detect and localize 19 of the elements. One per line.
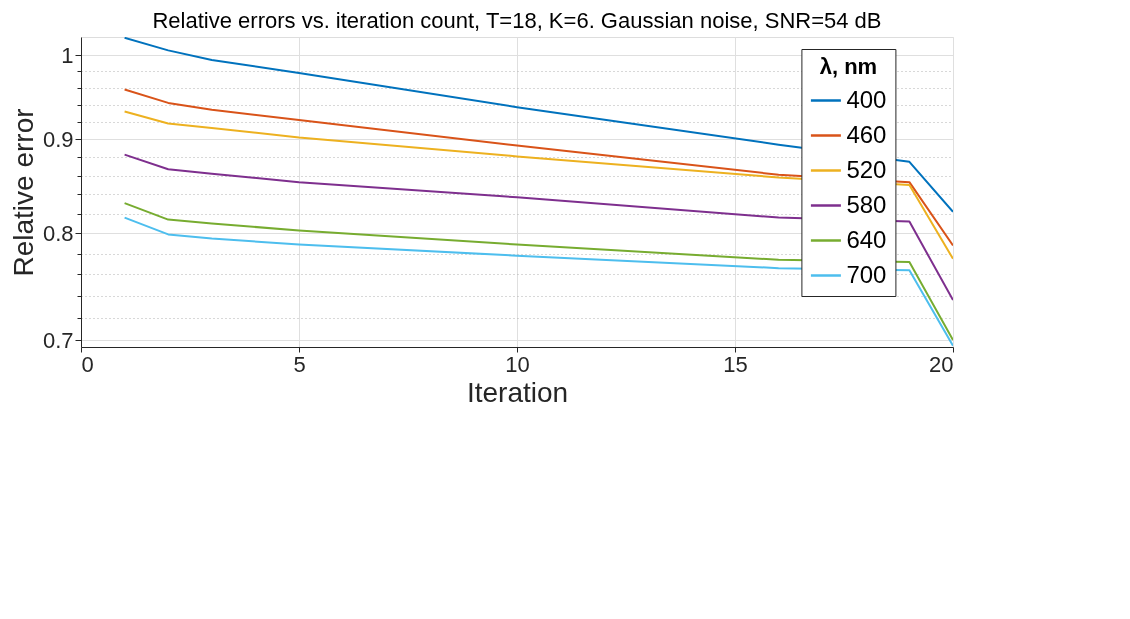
- legend-label: 580: [846, 190, 887, 218]
- x-tick-label: 0: [81, 351, 94, 377]
- legend-title: λ, nm: [819, 54, 878, 79]
- x-tick-label: 10: [505, 351, 530, 377]
- y-tick-label: 0.9: [42, 126, 74, 152]
- legend-label: 520: [846, 155, 887, 183]
- legend-label: 400: [846, 85, 887, 113]
- y-axis-title: Relative error: [7, 108, 39, 277]
- y-tick-label: 0.7: [42, 327, 74, 353]
- x-tick-label: 15: [723, 351, 748, 377]
- x-tick-label: 5: [293, 351, 306, 377]
- y-tick-label: 1: [61, 42, 74, 68]
- y-tick-label: 0.8: [42, 220, 74, 246]
- legend-label: 700: [846, 260, 887, 288]
- legend-label: 460: [846, 120, 887, 148]
- chart-title: Relative errors vs. iteration count, T=18, K=6. Gaussian noise, SNR=54 dB: [152, 8, 882, 33]
- x-tick-label: 20: [929, 351, 954, 377]
- legend-label: 640: [846, 225, 887, 253]
- x-axis-title: Iteration: [466, 376, 569, 408]
